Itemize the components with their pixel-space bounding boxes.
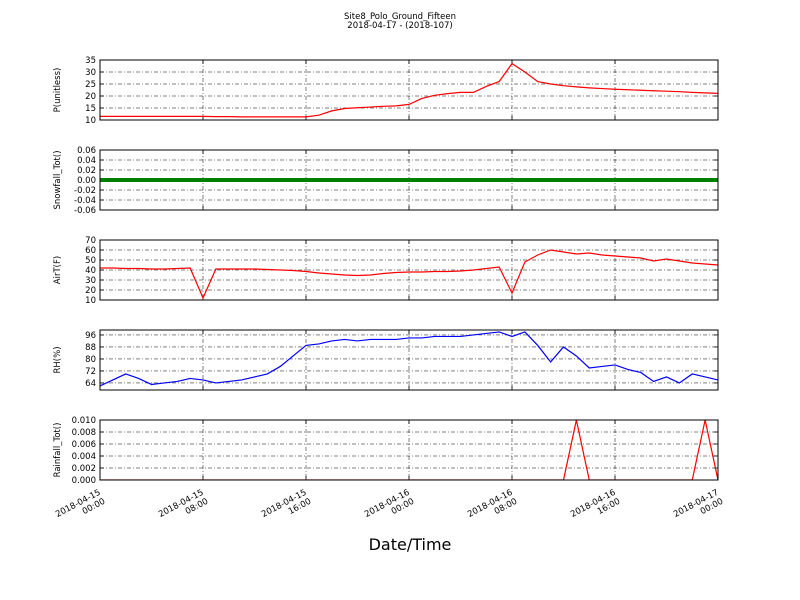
y-tick-label: 0.06	[77, 146, 96, 156]
y-tick-label: 30	[85, 68, 96, 78]
y-tick-label: 50	[85, 256, 96, 266]
y-tick-label: 10	[85, 296, 96, 306]
y-tick-label: 70	[85, 236, 96, 246]
y-tick-label: 64	[85, 379, 96, 389]
y-tick-label: -0.02	[74, 186, 96, 196]
data-line	[100, 249, 718, 300]
title: Site8_Polo_Ground_Fifteen	[344, 12, 456, 22]
axes-frame	[99, 149, 719, 211]
y-tick-label: 0.00	[77, 176, 96, 186]
y-axis-label: RH(%)	[53, 346, 63, 373]
y-axis-label: Rainfall_Tot()	[53, 423, 63, 478]
panel: -0.06-0.04-0.020.000.020.040.06 Snowfall_…	[53, 146, 719, 216]
y-axis-label: Snowfall_Tot()	[53, 150, 63, 209]
panel: 10 15 20 25 30 35 P(unitless)	[53, 56, 719, 126]
y-tick-label: 35	[85, 56, 96, 66]
panel: 64 72 80 88 96 RH(%)	[53, 329, 719, 391]
axes-frame	[99, 239, 719, 301]
y-tick-label: 0.006	[72, 440, 96, 450]
y-tick-label: 20	[85, 92, 96, 102]
y-tick-label: 25	[85, 80, 96, 90]
y-tick-label: 20	[85, 286, 96, 296]
y-tick-label: 72	[85, 367, 96, 377]
y-axis-label: AirT(F)	[53, 256, 63, 284]
subtitle: 2018-04-17 - (2018-107)	[347, 21, 452, 31]
data-line	[100, 62, 718, 118]
y-axis-label: P(unitless)	[53, 68, 63, 113]
axes-frame	[99, 329, 719, 391]
y-tick-label: 88	[85, 343, 96, 353]
y-tick-label: 0.04	[77, 156, 96, 166]
x-axis-label: Date/Time	[369, 535, 452, 554]
y-tick-label: 10	[85, 116, 96, 126]
y-tick-label: 0.02	[77, 166, 96, 176]
y-tick-label: 60	[85, 246, 96, 256]
y-tick-label: 0.002	[72, 464, 96, 474]
y-tick-label: -0.06	[74, 206, 96, 216]
y-tick-label: -0.04	[74, 196, 96, 206]
y-tick-label: 0.010	[72, 416, 96, 426]
y-tick-label: 30	[85, 276, 96, 286]
data-line	[100, 331, 718, 387]
y-tick-label: 0.008	[72, 428, 96, 438]
axes-frame	[99, 59, 719, 121]
y-tick-label: 40	[85, 266, 96, 276]
y-tick-label: 80	[85, 355, 96, 365]
y-tick-label: 96	[85, 331, 96, 341]
y-tick-label: 0.004	[72, 452, 96, 462]
y-tick-label: 15	[85, 104, 96, 114]
axes-frame	[99, 419, 719, 481]
y-tick-label: 0.000	[72, 476, 96, 486]
